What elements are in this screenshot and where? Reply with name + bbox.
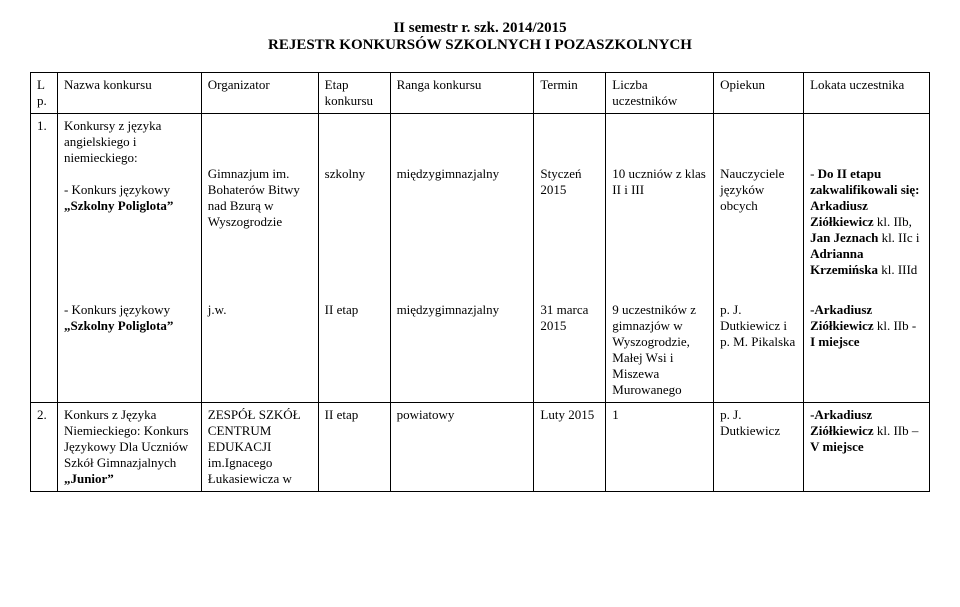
header-lokata: Lokata uczestnika xyxy=(804,73,930,114)
lokata-sub1-mid3: kl. IIId xyxy=(878,262,917,277)
cell-nazwa-2: Konkurs z Języka Niemieckiego: Konkurs J… xyxy=(57,403,201,492)
opiekun-sub1-text: Nauczyciele języków obcych xyxy=(720,166,784,213)
lokata-sub2-mid1: kl. IIb - xyxy=(874,318,917,333)
lokata-sub1-mid2: kl. IIc i xyxy=(878,230,919,245)
cell-org-sub2: j.w. xyxy=(201,282,318,403)
header-liczba: Liczba uczestników xyxy=(606,73,714,114)
nazwa-sub2-prefix: - Konkurs językowy xyxy=(64,302,170,317)
cell-ranga-sub2: międzygimnazjalny xyxy=(390,282,534,403)
cell-termin-sub2: 31 marca 2015 xyxy=(534,282,606,403)
cell-org-sub1: Gimnazjum im. Bohaterów Bitwy nad Bzurą … xyxy=(201,114,318,283)
lokata-sub2-bold1: -Arkadiusz Ziółkiewicz xyxy=(810,302,874,333)
cell-termin-2: Luty 2015 xyxy=(534,403,606,492)
cell-opiekun-sub1: Nauczyciele języków obcych xyxy=(714,114,804,283)
row-1-intro: 1. Konkursy z języka angielskiego i niem… xyxy=(31,114,930,283)
ranga-sub1-text: międzygimnazjalny xyxy=(397,166,500,181)
termin-sub2-text: 31 marca 2015 xyxy=(540,302,588,333)
cell-opiekun-2: p. J. Dutkiewicz xyxy=(714,403,804,492)
header-opiekun: Opiekun xyxy=(714,73,804,114)
lokata-2-bold1: -Arkadiusz Ziółkiewicz xyxy=(810,407,874,438)
nazwa-intro-text: Konkursy z języka angielskiego i niemiec… xyxy=(64,118,161,165)
header-termin: Termin xyxy=(534,73,606,114)
title-line-2: REJESTR KONKURSÓW SZKOLNYCH I POZASZKOLN… xyxy=(30,37,930,54)
row-2: 2. Konkurs z Języka Niemieckiego: Konkur… xyxy=(31,403,930,492)
etap-sub1-text: szkolny xyxy=(325,166,365,181)
nazwa-sub1-prefix: - Konkurs językowy xyxy=(64,182,170,197)
ranga-sub2-text: międzygimnazjalny xyxy=(397,302,500,317)
lokata-sub1-bold3: Adrianna Krzemińska xyxy=(810,246,878,277)
liczba-sub1-text: 10 uczniów z klas II i III xyxy=(612,166,706,197)
register-table: Lp. Nazwa konkursu Organizator Etap konk… xyxy=(30,72,930,492)
nazwa-2-p2: „Junior” xyxy=(64,471,114,486)
cell-liczba-2: 1 xyxy=(606,403,714,492)
lokata-2-mid1: kl. IIb – xyxy=(874,423,919,438)
title-line-1: II semestr r. szk. 2014/2015 xyxy=(30,20,930,37)
cell-lp-cont xyxy=(31,282,58,403)
cell-opiekun-sub2: p. J. Dutkiewicz i p. M. Pikalska xyxy=(714,282,804,403)
lokata-sub1-prefix: - xyxy=(810,166,818,181)
lokata-sub2-bold2: I miejsce xyxy=(810,334,859,349)
nazwa-sub1-bold: „Szkolny Poliglota” xyxy=(64,198,173,213)
header-row: Lp. Nazwa konkursu Organizator Etap konk… xyxy=(31,73,930,114)
header-ranga: Ranga konkursu xyxy=(390,73,534,114)
org-sub2-text: j.w. xyxy=(208,302,227,317)
cell-nazwa-intro: Konkursy z języka angielskiego i niemiec… xyxy=(57,114,201,283)
termin-sub1-text: Styczeń 2015 xyxy=(540,166,581,197)
cell-ranga-2: powiatowy xyxy=(390,403,534,492)
cell-ranga-sub1: międzygimnazjalny xyxy=(390,114,534,283)
nazwa-2-p1: Konkurs z Języka Niemieckiego: Konkurs J… xyxy=(64,407,189,470)
etap-sub2-text: II etap xyxy=(325,302,359,317)
cell-lp: 1. xyxy=(31,114,58,283)
cell-lokata-sub2: -Arkadiusz Ziółkiewicz kl. IIb - I miejs… xyxy=(804,282,930,403)
cell-etap-2: II etap xyxy=(318,403,390,492)
header-organizator: Organizator xyxy=(201,73,318,114)
row-1-sub2: - Konkurs językowy „Szkolny Poliglota” j… xyxy=(31,282,930,403)
cell-etap-sub2: II etap xyxy=(318,282,390,403)
cell-lp-2: 2. xyxy=(31,403,58,492)
cell-org-2: ZESPÓŁ SZKÓŁ CENTRUM EDUKACJI im.Ignaceg… xyxy=(201,403,318,492)
cell-liczba-sub2: 9 uczestników z gimnazjów w Wyszogrodzie… xyxy=(606,282,714,403)
cell-liczba-sub1: 10 uczniów z klas II i III xyxy=(606,114,714,283)
cell-termin-sub1: Styczeń 2015 xyxy=(534,114,606,283)
opiekun-sub2-text: p. J. Dutkiewicz i p. M. Pikalska xyxy=(720,302,795,349)
cell-lokata-2: -Arkadiusz Ziółkiewicz kl. IIb – V miejs… xyxy=(804,403,930,492)
header-nazwa: Nazwa konkursu xyxy=(57,73,201,114)
header-etap: Etap konkursu xyxy=(318,73,390,114)
lokata-sub1-bold2: Jan Jeznach xyxy=(810,230,878,245)
cell-nazwa-sub2: - Konkurs językowy „Szkolny Poliglota” xyxy=(57,282,201,403)
cell-etap-sub1: szkolny xyxy=(318,114,390,283)
lokata-2-bold2: V miejsce xyxy=(810,439,864,454)
nazwa-sub2-bold: „Szkolny Poliglota” xyxy=(64,318,173,333)
org-sub1-text: Gimnazjum im. Bohaterów Bitwy nad Bzurą … xyxy=(208,166,300,229)
lokata-sub1-mid1: kl. IIb, xyxy=(874,214,912,229)
liczba-sub2-text: 9 uczestników z gimnazjów w Wyszogrodzie… xyxy=(612,302,696,397)
header-lp: Lp. xyxy=(31,73,58,114)
cell-lokata-sub1: - Do II etapu zakwalifikowali się: Arkad… xyxy=(804,114,930,283)
